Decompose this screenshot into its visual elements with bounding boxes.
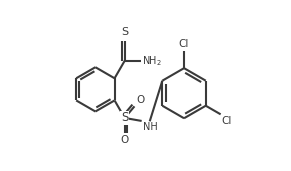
Text: NH$_2$: NH$_2$	[142, 54, 162, 68]
Text: Cl: Cl	[222, 116, 232, 126]
Text: S: S	[121, 111, 128, 124]
Text: O: O	[136, 95, 145, 105]
Text: S: S	[121, 27, 128, 37]
Text: Cl: Cl	[179, 39, 189, 49]
Text: NH: NH	[143, 122, 157, 132]
Text: O: O	[120, 135, 129, 145]
